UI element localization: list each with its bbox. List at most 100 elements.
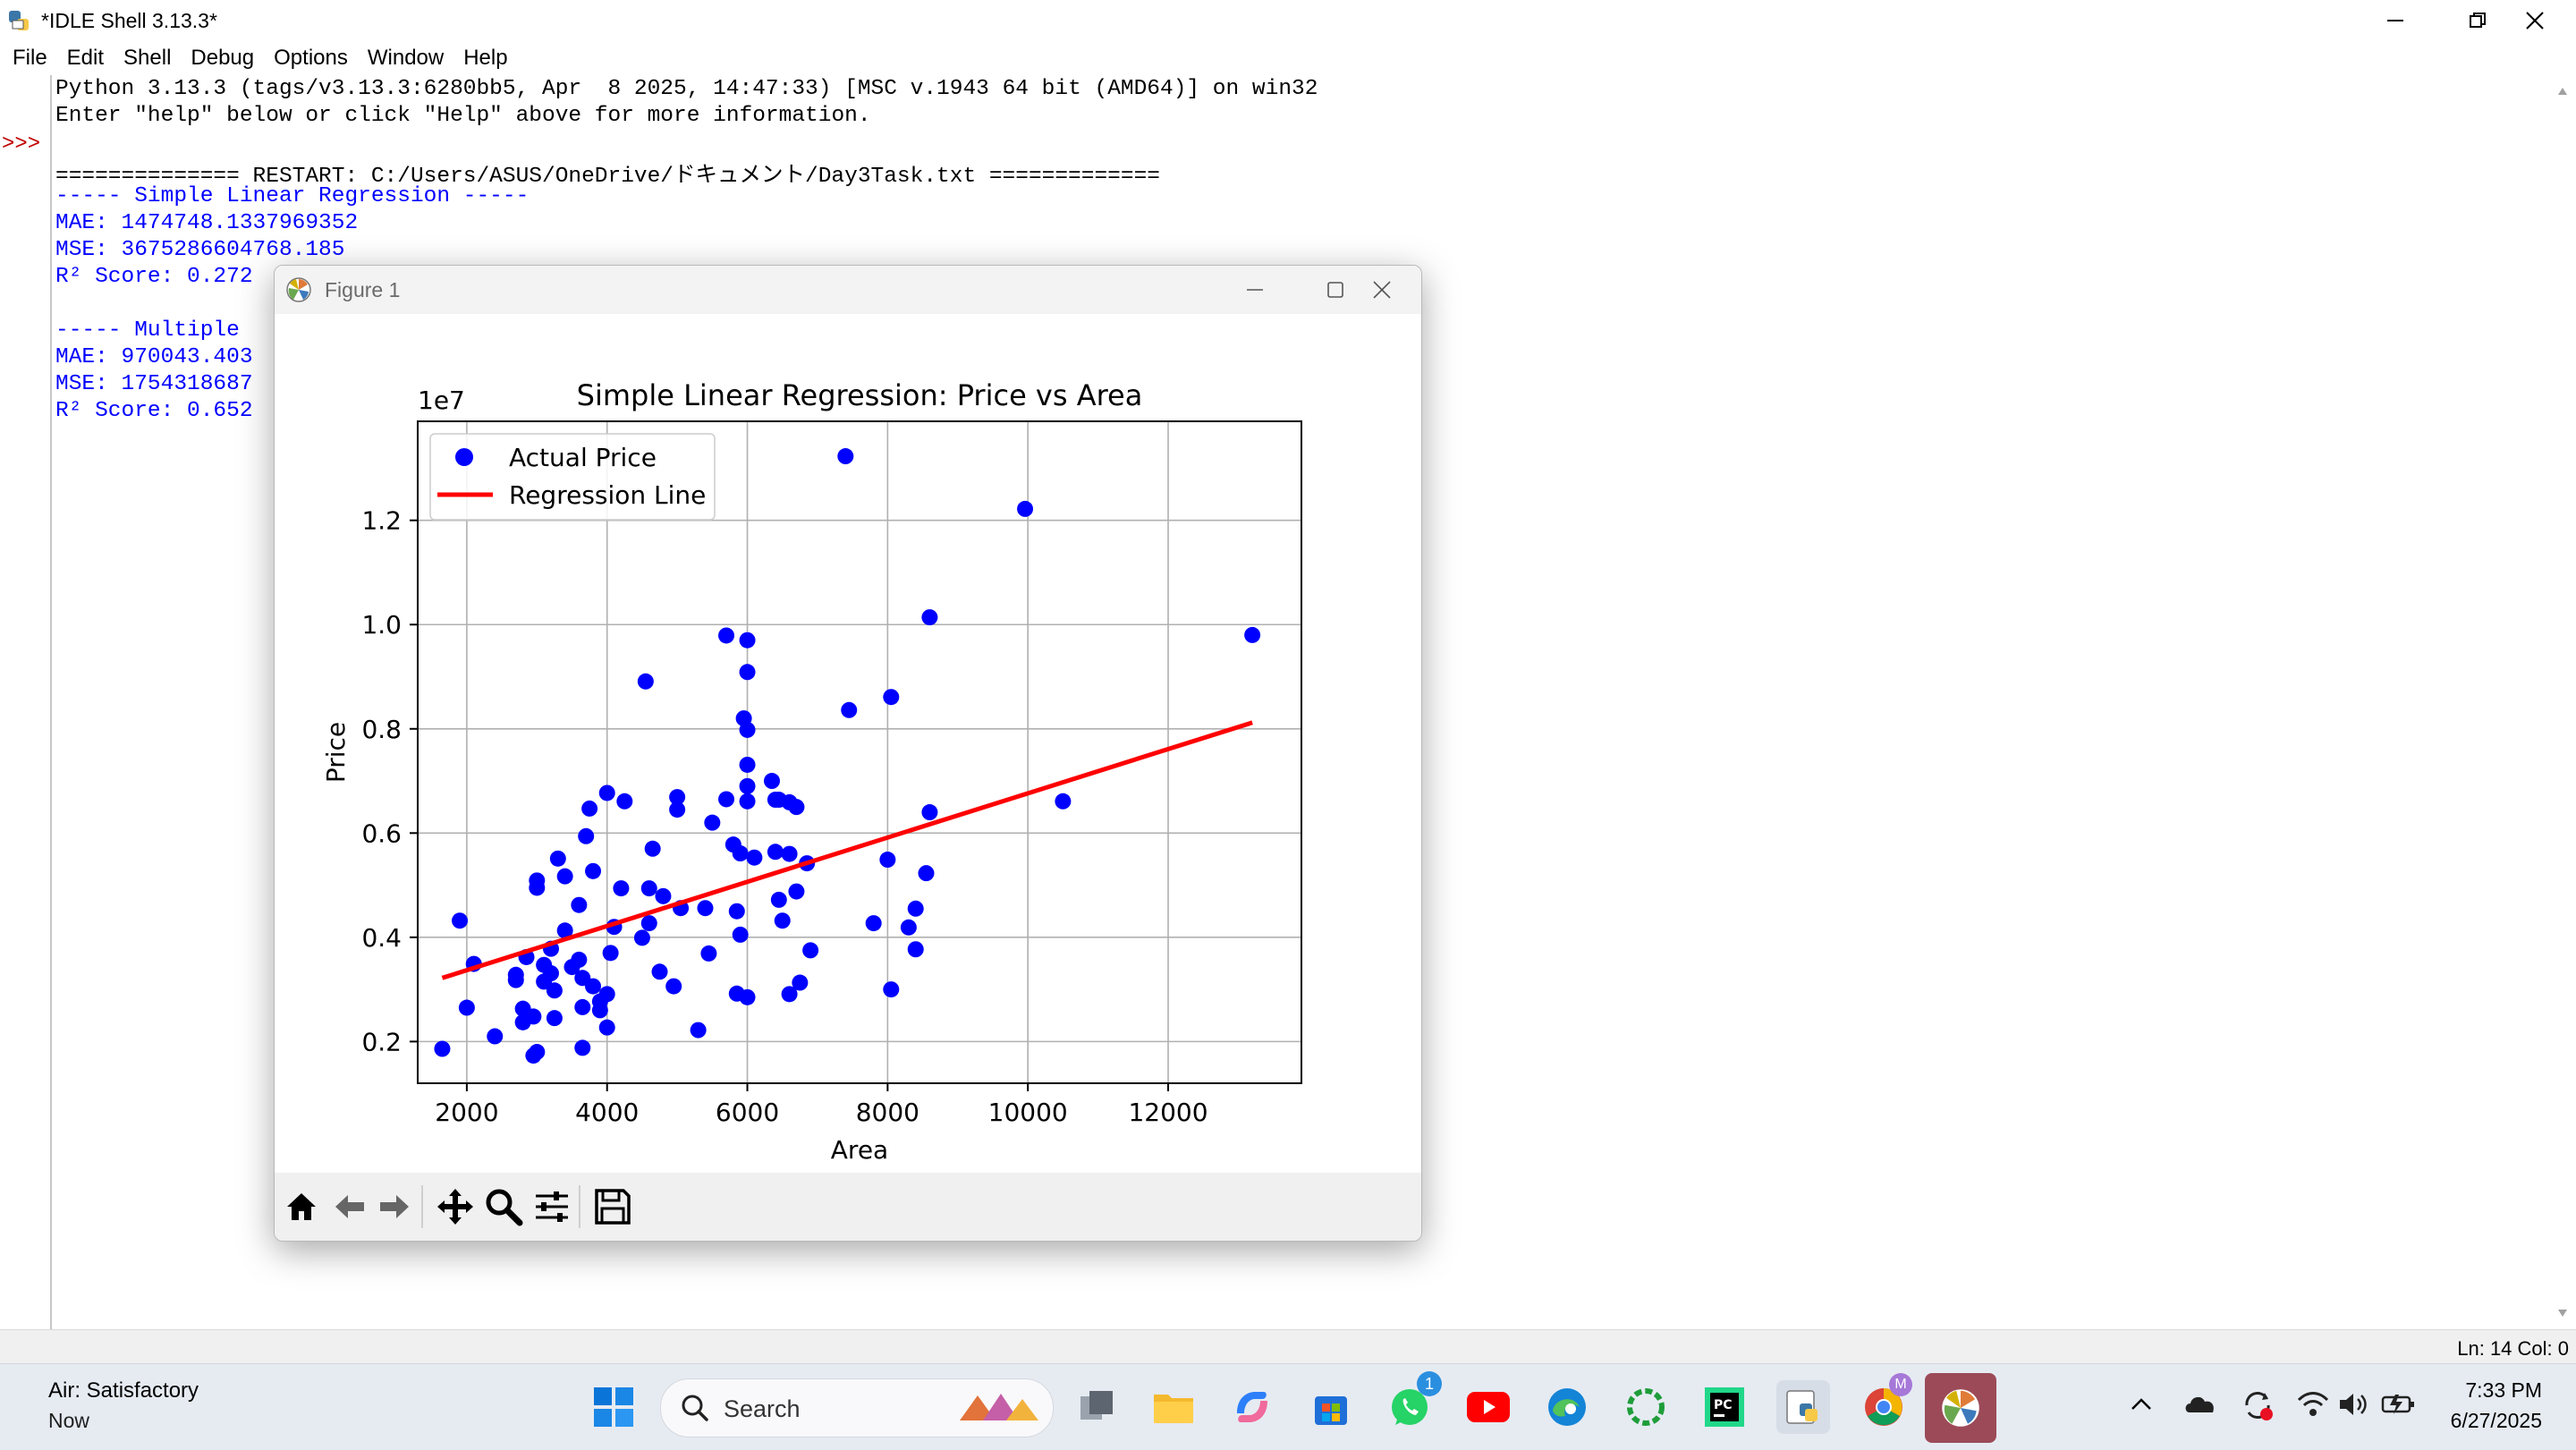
- data-points: [434, 448, 1261, 1064]
- matplotlib-taskbar-button[interactable]: [1925, 1373, 1996, 1443]
- pycharm-icon: PC: [1705, 1387, 1744, 1427]
- configure-subplots-button[interactable]: [530, 1185, 573, 1228]
- data-point: [770, 891, 787, 908]
- restore-button[interactable]: [2436, 0, 2519, 41]
- figure-toolbar: [275, 1173, 1421, 1241]
- configure-subplots-icon: [536, 1191, 568, 1222]
- shell-line-simple-r2: R² Score: 0.272: [55, 265, 253, 289]
- figure-title-bar: Figure 1: [275, 266, 1421, 314]
- data-point: [665, 978, 682, 995]
- onedrive-button[interactable]: [2182, 1389, 2218, 1422]
- vertical-scrollbar[interactable]: [2549, 75, 2576, 1329]
- data-point: [739, 632, 756, 649]
- data-point: [781, 986, 798, 1003]
- data-point: [655, 887, 672, 904]
- data-point: [598, 986, 615, 1003]
- start-button[interactable]: [587, 1380, 640, 1434]
- task-view-button[interactable]: [1070, 1380, 1123, 1434]
- microsoft-store-button[interactable]: [1304, 1380, 1358, 1434]
- idle-taskbar-button[interactable]: [1776, 1380, 1830, 1434]
- whatsapp-button[interactable]: 1: [1383, 1371, 1442, 1434]
- chrome-button[interactable]: M: [1857, 1373, 1912, 1434]
- copilot-button[interactable]: [1225, 1380, 1279, 1434]
- data-point: [542, 965, 559, 982]
- menu-window[interactable]: Window: [367, 46, 445, 70]
- figure-window: Figure 1 2000 4000 6000 8000 10000 12000 0.2 0.…: [274, 265, 1422, 1242]
- network-button[interactable]: [2297, 1389, 2329, 1424]
- back-button[interactable]: [328, 1185, 371, 1228]
- save-button[interactable]: [591, 1185, 634, 1228]
- data-point: [581, 800, 598, 817]
- back-icon: [335, 1195, 364, 1218]
- menu-edit[interactable]: Edit: [66, 46, 105, 70]
- close-button[interactable]: [2494, 0, 2576, 41]
- x-tick-label: 4000: [575, 1098, 639, 1127]
- wifi-icon: [2297, 1392, 2329, 1416]
- data-point: [739, 664, 756, 681]
- x-tick-label: 8000: [856, 1098, 919, 1127]
- data-point: [763, 773, 780, 790]
- forward-button[interactable]: [373, 1185, 416, 1228]
- pycharm-button[interactable]: PC: [1698, 1380, 1751, 1434]
- zoom-button[interactable]: [482, 1185, 525, 1228]
- svg-text:PC: PC: [1714, 1398, 1733, 1412]
- close-icon: [1373, 281, 1391, 299]
- data-point: [865, 915, 882, 932]
- menu-bar: File Edit Shell Debug Options Window Hel…: [0, 41, 2576, 75]
- maximize-icon: [1327, 282, 1343, 298]
- data-point: [598, 784, 615, 801]
- data-point: [1017, 500, 1034, 517]
- plot-canvas[interactable]: 2000 4000 6000 8000 10000 12000 0.2 0.4 0.6 0.8 1.…: [275, 314, 1421, 1173]
- data-point: [602, 945, 619, 962]
- data-point: [841, 701, 858, 718]
- y-axis-offset-label: 1e7: [418, 386, 465, 415]
- pan-button[interactable]: [434, 1185, 477, 1228]
- data-point: [739, 793, 756, 810]
- menu-help[interactable]: Help: [463, 46, 508, 70]
- loading-app-button[interactable]: [1619, 1380, 1673, 1434]
- data-point: [651, 963, 668, 980]
- cloud-icon: [2185, 1396, 2214, 1412]
- data-point: [640, 915, 657, 932]
- edge-button[interactable]: [1540, 1380, 1594, 1434]
- sync-button[interactable]: [2240, 1387, 2275, 1428]
- data-point: [907, 941, 924, 958]
- figure-minimize-button[interactable]: [1214, 266, 1296, 314]
- volume-button[interactable]: [2338, 1389, 2370, 1424]
- figure-close-button[interactable]: [1341, 266, 1421, 314]
- menu-debug[interactable]: Debug: [191, 46, 255, 70]
- python-idle-icon: [9, 11, 29, 30]
- regression-line: [441, 720, 1253, 980]
- data-point: [697, 900, 714, 917]
- battery-button[interactable]: [2381, 1389, 2417, 1424]
- data-point: [774, 912, 791, 929]
- x-tick-label: 10000: [988, 1098, 1068, 1127]
- clock-time: 7:33 PM: [2465, 1378, 2542, 1402]
- show-hidden-icons-button[interactable]: [2127, 1391, 2156, 1424]
- taskbar-search[interactable]: Search: [660, 1378, 1054, 1437]
- youtube-button[interactable]: [1462, 1380, 1515, 1434]
- figure-maximize-button[interactable]: [1294, 266, 1377, 314]
- data-point: [598, 1019, 615, 1036]
- matplotlib-icon: [1942, 1389, 1979, 1427]
- windows-start-icon: [594, 1387, 633, 1427]
- data-point: [556, 868, 573, 885]
- data-point: [458, 999, 475, 1016]
- data-point: [732, 845, 749, 862]
- store-icon: [1315, 1396, 1347, 1425]
- window-title: *IDLE Shell 3.13.3*: [41, 9, 217, 32]
- y-tick-label: 1.0: [361, 610, 402, 640]
- home-button[interactable]: [280, 1185, 323, 1228]
- file-explorer-button[interactable]: [1147, 1380, 1200, 1434]
- data-point: [718, 627, 735, 644]
- minimize-button[interactable]: [2354, 0, 2436, 41]
- search-label: Search: [724, 1395, 801, 1422]
- menu-options[interactable]: Options: [274, 46, 348, 70]
- weather-subtitle: Now: [48, 1409, 90, 1432]
- data-point: [637, 673, 654, 690]
- zoom-icon: [486, 1189, 523, 1226]
- menu-shell[interactable]: Shell: [123, 46, 172, 70]
- search-icon: [682, 1395, 708, 1421]
- legend-box: [429, 433, 716, 521]
- menu-file[interactable]: File: [13, 46, 47, 70]
